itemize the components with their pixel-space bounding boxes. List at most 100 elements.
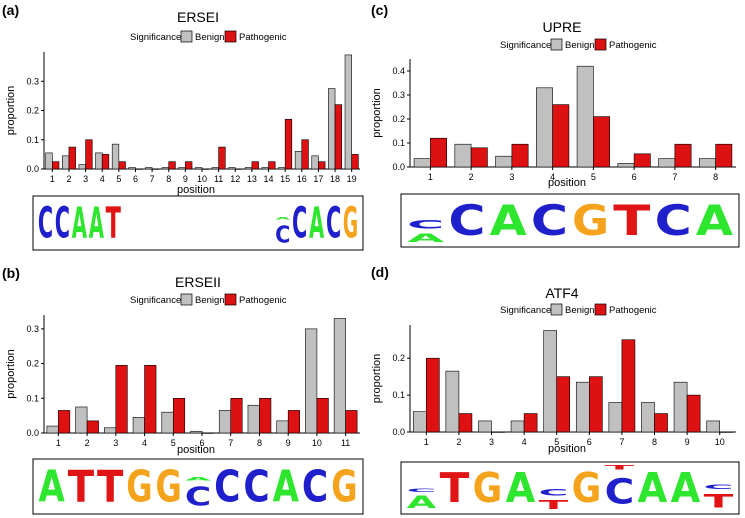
bar-benign [218,410,232,434]
x-tick-label: 18 [330,174,340,184]
bar-benign [111,143,120,170]
logo-letter: A [407,493,437,512]
bar-benign [128,167,136,170]
legend-swatch-pathogenic [224,30,237,43]
bar-benign [495,155,513,168]
y-tick-label: 0.1 [392,138,405,148]
x-tick-label: 10 [312,438,322,448]
logo-letter: A [407,232,444,245]
x-tick-label: 5 [591,172,596,182]
bar-pathogenic [556,376,571,433]
x-tick-label: 12 [230,174,240,184]
y-tick-label: 0.0 [26,428,39,438]
legend-swatch-benign [550,38,563,51]
x-tick-label: 11 [214,174,223,184]
bar-pathogenic [301,139,309,170]
bar-benign [132,417,145,434]
bar-pathogenic [345,410,358,434]
panel-label: (b) [2,265,20,281]
x-tick-label: 1 [428,172,433,182]
legend-title: Significance [500,40,551,51]
x-tick-label: 7 [672,172,677,182]
bar-pathogenic [715,143,733,168]
x-tick-label: 6 [632,172,637,182]
bar-pathogenic [351,154,359,170]
x-tick-label: 7 [619,437,624,447]
bar-benign [543,330,557,433]
x-tick-label: 10 [197,174,207,184]
y-axis-label: proportion [371,88,383,138]
bar-pathogenic [144,365,157,434]
logo-letter: A [309,198,324,248]
bar-pathogenic [52,161,60,170]
bar-pathogenic [316,397,329,434]
bar-pathogenic [58,410,71,434]
y-axis-label: proportion [5,349,17,399]
x-tick-label: 3 [113,438,118,448]
bar-benign [706,420,720,433]
bar-benign [161,167,170,170]
bar-pathogenic [168,161,176,170]
y-tick-label: 0.0 [392,427,405,437]
logo-letter: C [302,462,328,512]
y-tick-label: 0.2 [26,106,39,116]
bar-benign [305,328,318,434]
logo-letter: C [275,221,290,249]
chart-title: ATF4 [545,285,578,301]
bar-benign [276,420,289,434]
bar-pathogenic [523,413,538,433]
legend-label-pathogenic: Pathogenic [239,295,287,306]
x-tick-label: 3 [509,172,514,182]
bar-benign [673,381,688,433]
chart-panel-erseii: (b) ERSEII Significance Benign Pathogenic 0.0… [2,265,364,515]
logo-letter: C [448,196,485,245]
bar-pathogenic [654,413,668,433]
x-tick-label: 9 [685,437,690,447]
bar-benign [413,158,431,168]
legend-title: Significance [500,305,551,316]
bar-benign [454,143,472,168]
x-tick-label: 8 [713,172,718,182]
legend-swatch-pathogenic [224,293,237,306]
bar-pathogenic [218,146,226,170]
logo-letter: C [407,488,437,493]
bar-benign [190,430,203,434]
x-tick-label: 7 [150,174,155,184]
x-tick-label: 3 [83,174,88,184]
x-tick-label: 15 [280,174,290,184]
bar-benign [294,151,303,170]
legend-label-benign: Benign [565,40,595,51]
logo-letter: T [605,464,636,471]
y-tick-label: 0.3 [26,76,39,86]
bar-pathogenic [118,161,126,170]
logo-letter: A [185,476,212,481]
bar-benign [95,152,103,170]
sequence-logo-box [400,461,740,515]
logo-letter: C [38,198,53,248]
bar-pathogenic [686,394,701,433]
logo-letter: C [214,462,240,512]
bar-benign [145,167,153,170]
bar-benign [278,167,286,170]
bar-benign [536,87,553,168]
logo-letter: A [490,196,527,245]
chart-title: ERSEI [177,9,219,25]
logo-letter: T [704,490,734,512]
logo-letter: C [605,471,635,512]
bar-pathogenic [85,139,93,170]
x-tick-label: 8 [166,174,171,184]
bar-pathogenic [101,154,110,170]
legend-swatch-pathogenic [594,303,607,316]
bar-benign [576,65,594,168]
bar-benign [510,420,525,433]
chart-title: UPRE [543,19,582,35]
legend-title: Significance [130,295,181,306]
y-tick-label: 0.0 [392,162,405,172]
bar-pathogenic [86,420,99,434]
y-tick-label: 0.1 [26,393,39,403]
bar-pathogenic [318,161,326,170]
bar-pathogenic [458,413,473,433]
logo-letter: G [156,462,182,513]
logo-letter: G [126,462,152,513]
bar-benign [658,158,676,168]
